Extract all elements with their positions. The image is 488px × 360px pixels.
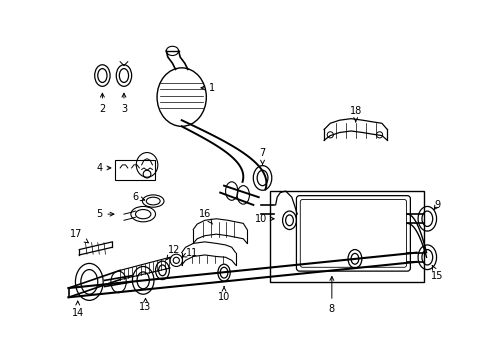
- Text: 3: 3: [121, 93, 127, 114]
- Text: 17: 17: [70, 229, 88, 243]
- Bar: [115, 160, 154, 180]
- Text: 15: 15: [430, 265, 443, 281]
- Text: 7: 7: [259, 148, 265, 164]
- Text: 12: 12: [166, 244, 180, 260]
- Bar: [270, 191, 424, 282]
- Text: 4: 4: [96, 163, 111, 173]
- Text: 14: 14: [71, 301, 84, 318]
- Text: 11: 11: [182, 248, 198, 258]
- Text: 9: 9: [433, 200, 440, 210]
- Text: 5: 5: [96, 209, 114, 219]
- Text: 10: 10: [218, 287, 230, 302]
- Text: 8: 8: [328, 276, 334, 314]
- Text: 13: 13: [139, 298, 151, 312]
- Text: 1: 1: [201, 83, 215, 93]
- Text: 6: 6: [132, 192, 144, 202]
- Text: 10: 10: [254, 214, 273, 224]
- Text: 2: 2: [99, 93, 105, 114]
- Text: 16: 16: [198, 209, 212, 224]
- Text: 18: 18: [349, 106, 361, 122]
